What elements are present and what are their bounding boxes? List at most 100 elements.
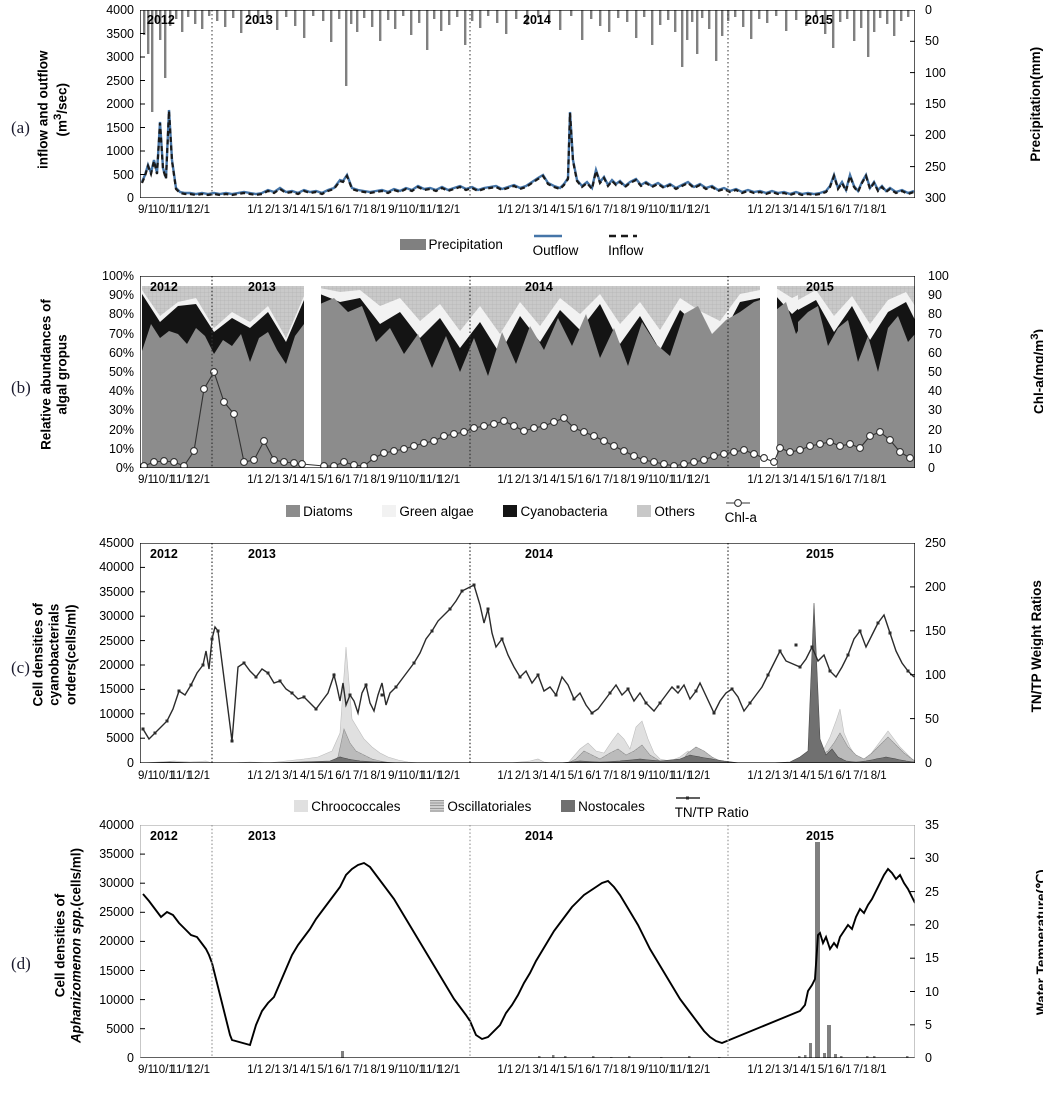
panel-c-ytick-4: 25000 — [99, 633, 134, 648]
panel-c-ytick-9: 0 — [127, 755, 134, 770]
panel-c-ytick-right-1: 200 — [925, 579, 946, 594]
panel-a-ylabel-left: inflow and outflow (m3/sec) — [35, 45, 70, 175]
panel-a-ytick-right-2: 100 — [925, 65, 946, 80]
legend-label-inflow: Inflow — [608, 242, 644, 258]
panel-b-xtick-20: 5/1 — [567, 474, 584, 486]
panel-b-xtick-12: 9/1 — [388, 474, 405, 486]
chroococcales-swatch — [294, 800, 309, 813]
panel-a-ylabel-right-t: Precipitation(mm) — [1027, 46, 1043, 162]
legend-item-others: Others — [637, 503, 695, 519]
inflow-line-icon — [609, 234, 638, 238]
tntp-markers — [141, 583, 910, 743]
panel-d-xtick-10: 7/1 — [352, 1064, 369, 1076]
panel-a-xtick-35: 8/1 — [870, 204, 887, 216]
panel-d-xtick-23: 8/1 — [620, 1064, 637, 1076]
panel-c-ylabel-left-l2: orders(cells/ml) — [63, 604, 79, 705]
panel-d-xtick-35: 8/1 — [870, 1064, 887, 1076]
panel-a-xtick-14: 11/1 — [420, 204, 443, 216]
panel-a-xtick-9: 6/1 — [335, 204, 352, 216]
panel-a-xtick-13: 10/1 — [402, 204, 425, 216]
panel-d-xtick-33: 6/1 — [835, 1064, 852, 1076]
tntp-line — [142, 584, 915, 742]
panel-d-xtick-4: 1/1 — [247, 1064, 264, 1076]
panel-d-xtick-28: 1/1 — [747, 1064, 764, 1076]
panel-a-letter: (a) — [11, 118, 30, 137]
panel-c-xtick-19: 4/1 — [550, 770, 567, 782]
panel-a-ytick-0: 4000 — [106, 3, 134, 17]
oscillatoriales-swatch — [430, 800, 445, 813]
panel-c-xtick-28: 1/1 — [747, 770, 764, 782]
panel-a-xtick-1: 10/1 — [152, 204, 175, 216]
panel-d-xtick-14: 11/1 — [420, 1064, 443, 1076]
oscillatoriales-area — [331, 728, 915, 763]
panel-b-letter: (b) — [11, 378, 31, 397]
panel-b-xtick-27: 12/1 — [687, 474, 711, 486]
panel-b-ylabel-left-l2: algal gropus — [55, 334, 70, 415]
panel-a-xtick-4: 1/1 — [247, 204, 264, 216]
panel-c-xtick-21: 6/1 — [585, 770, 602, 782]
panel-a-ytick-3: 2500 — [106, 73, 134, 88]
panel-d-xtick-13: 10/1 — [402, 1064, 425, 1076]
panel-a-ytick-4: 2000 — [106, 97, 134, 111]
panel-d-ytick-right-3: 20 — [925, 917, 939, 932]
panel-b-ytick-right-7: 30 — [928, 403, 942, 418]
legend-item-outflow: Outflow — [533, 230, 578, 258]
panel-b-xtick-21: 6/1 — [585, 474, 602, 486]
panel-d-xtick-9: 6/1 — [335, 1064, 352, 1076]
panel-b-xtick-32: 5/1 — [817, 474, 834, 486]
panel-a-xtick-12: 9/1 — [388, 204, 405, 216]
panel-c-xtick-12: 9/1 — [388, 770, 405, 782]
panel-b-ylabel-left-l1: Relative abundances of — [38, 299, 54, 450]
panel-a-ytick-right-6: 300 — [925, 191, 946, 205]
panel-b-xtick-2: 11/1 — [170, 474, 192, 486]
panel-b-xtick-4: 1/1 — [247, 474, 264, 486]
panel-c-xtick-6: 3/1 — [282, 770, 299, 782]
panel-d-ytick-5: 15000 — [99, 963, 134, 978]
panel-b-ylabel-right: Chl-a(mg/m3) — [1029, 296, 1043, 446]
panel-a-xtick-0: 9/1 — [138, 204, 154, 216]
panel-d-ytick-6: 10000 — [99, 992, 134, 1007]
panel-d-ytick-4: 20000 — [99, 934, 134, 949]
panel-d-xtick-18: 3/1 — [532, 1064, 549, 1076]
panel-b-ytick-1: 90% — [108, 288, 134, 303]
precipitation-bars — [143, 10, 910, 112]
panel-c-xtick-14: 11/1 — [420, 770, 443, 782]
panel-b-xtick-1: 10/1 — [152, 474, 175, 486]
panel-b-ytick-right-0: 100 — [928, 269, 949, 283]
panel-d-xtick-24: 9/1 — [638, 1064, 655, 1076]
panel-a-xtick-18: 3/1 — [532, 204, 549, 216]
panel-d-xtick-16: 1/1 — [497, 1064, 514, 1076]
panel-c-ytick-right-5: 0 — [925, 755, 932, 770]
panel-c-xtick-18: 3/1 — [532, 770, 549, 782]
panel-b-xtick-0: 9/1 — [138, 474, 154, 486]
panel-a-xtick-11: 8/1 — [370, 204, 387, 216]
legend-item-chla: Chl-a — [725, 497, 757, 525]
panel-c-ytick-right-3: 100 — [925, 667, 946, 682]
panel-a-year-2012: 2012 — [147, 13, 175, 27]
algal-area-2015-real — [798, 286, 915, 468]
panel-c-xtick-29: 2/1 — [765, 770, 782, 782]
panel-a-ytick-1: 3500 — [106, 26, 134, 41]
panel-b-xtick-25: 10/1 — [652, 474, 676, 486]
legend-label-green-algae: Green algae — [399, 503, 474, 519]
panel-d-xtick-27: 12/1 — [687, 1064, 711, 1076]
panel-b: (b) Relative abundances of algal gropus … — [0, 266, 1043, 528]
diatoms-swatch — [286, 505, 301, 518]
panel-a-ytick-right-4: 200 — [925, 128, 946, 143]
panel-d-xtick-15: 12/1 — [437, 1064, 461, 1076]
panel-b-ytick-right-1: 90 — [928, 288, 942, 303]
panel-d-xtick-21: 6/1 — [585, 1064, 602, 1076]
panel-b-year-2014: 2014 — [525, 280, 553, 294]
panel-c-letter: (c) — [11, 658, 30, 677]
panel-b-ytick-10: 0% — [115, 461, 134, 475]
panel-b-xtick-35: 8/1 — [870, 474, 887, 486]
nostocales-area — [141, 602, 915, 763]
others-swatch — [637, 505, 652, 518]
panel-a-xtick-15: 12/1 — [437, 204, 461, 216]
panel-a-ylabel-left-l2: (m3/sec) — [51, 82, 70, 137]
panel-a-xtick-34: 7/1 — [853, 204, 870, 216]
panel-d-xtick-20: 5/1 — [567, 1064, 584, 1076]
panel-b-xtick-24: 9/1 — [638, 474, 655, 486]
panel-a-year-2014: 2014 — [523, 13, 551, 27]
panel-a-xtick-23: 8/1 — [620, 204, 637, 216]
